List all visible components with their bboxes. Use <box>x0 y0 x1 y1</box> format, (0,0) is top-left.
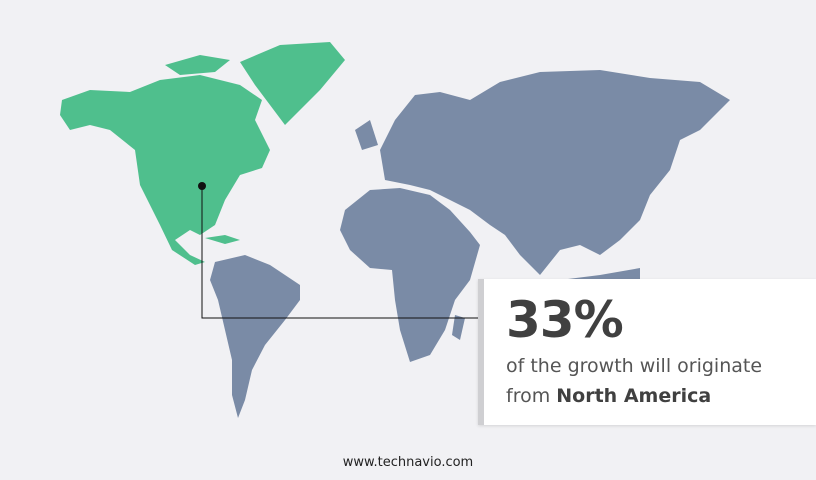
growth-percentage: 33% <box>506 291 624 349</box>
region-name: North America <box>556 385 712 407</box>
connector-line <box>201 186 484 319</box>
callout-prefix: from <box>506 385 551 407</box>
website-footer: www.technavio.com <box>342 455 474 470</box>
stat-callout: 33% of the growth will originate from No… <box>478 279 816 425</box>
region-north-america <box>60 42 345 265</box>
callout-text: of the growth will originate <box>506 355 763 377</box>
location-marker <box>198 182 206 190</box>
callout-region-text: from North America <box>506 385 711 407</box>
